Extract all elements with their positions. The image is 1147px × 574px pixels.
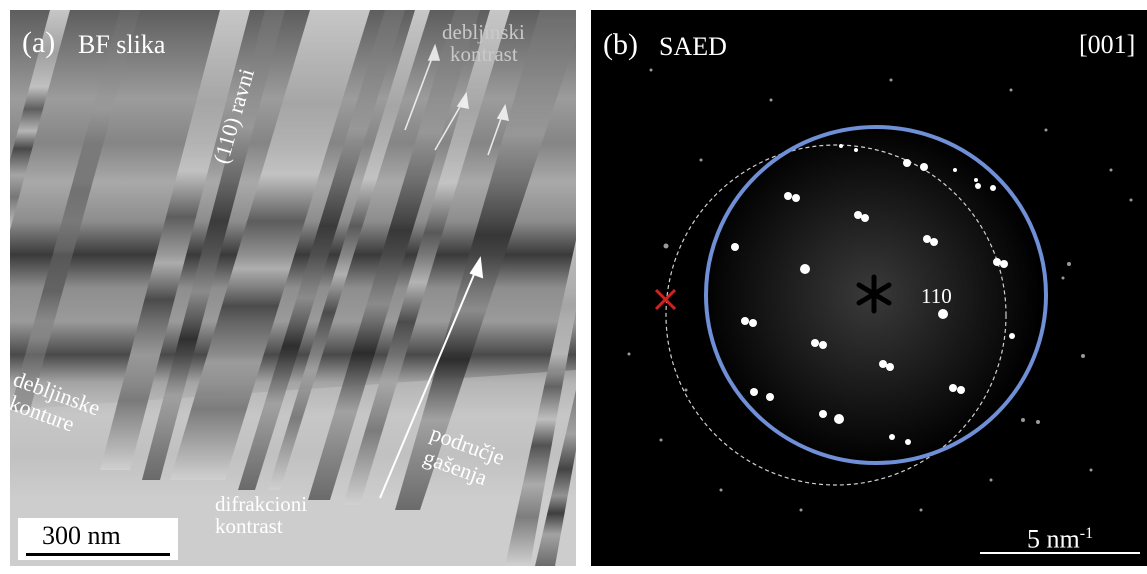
panel-a-label: (a): [22, 26, 56, 59]
diffraction-spots: [731, 144, 1015, 445]
saed-pattern: [591, 10, 1147, 566]
thickness-contrast-line2: kontrast: [450, 42, 518, 66]
bf-image: [10, 10, 576, 566]
zone-axis-label: [001]: [1079, 30, 1136, 59]
scale-bar-b-exponent: -1: [1079, 525, 1094, 542]
saed-panel: (b) SAED [001] 110 5 nm-1: [591, 10, 1147, 566]
dashed-circle: [665, 144, 1007, 486]
scale-bar-b-value: 5 nm: [1027, 524, 1080, 554]
bf-image-panel: (a) BF slika debljinski kontrast (110) r…: [10, 10, 576, 566]
scale-bar-b-label: 5 nm-1: [1027, 526, 1093, 553]
red-cross-marker: [654, 288, 677, 311]
scale-bar-a-label: 300 nm: [42, 521, 121, 550]
spot-110-label: 110: [921, 284, 952, 308]
diffraction-contrast-line1: difrakcioni: [215, 492, 308, 516]
diffraction-contrast-line2: kontrast: [215, 514, 283, 538]
thickness-contrast-line1: debljinski: [442, 20, 525, 44]
blue-circle: [704, 125, 1048, 465]
panel-b-label: (b): [603, 28, 638, 61]
center-asterisk: [856, 274, 892, 314]
panel-b-title: SAED: [659, 32, 727, 61]
panel-a-title: BF slika: [78, 30, 166, 59]
